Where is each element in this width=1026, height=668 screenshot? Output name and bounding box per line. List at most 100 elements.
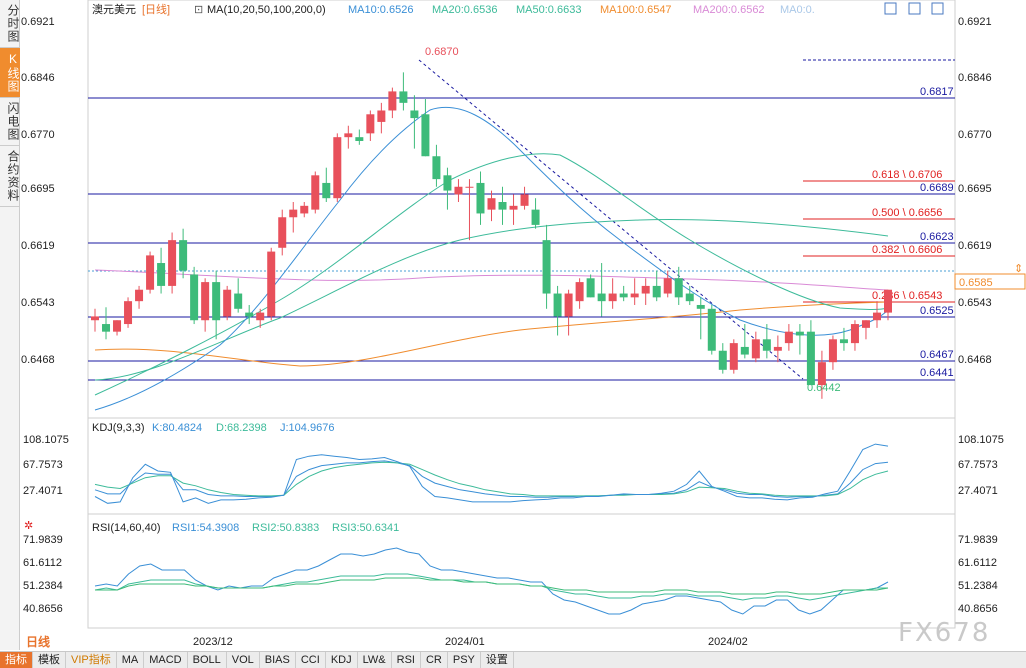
candle-body[interactable] — [674, 278, 683, 298]
candle-body[interactable] — [344, 133, 353, 138]
candle-body[interactable] — [542, 240, 551, 294]
candle-body[interactable] — [520, 194, 529, 206]
candle-body[interactable] — [740, 346, 749, 355]
candle-body[interactable] — [861, 320, 870, 328]
candle-body[interactable] — [410, 110, 419, 119]
tab-boll[interactable]: BOLL — [188, 651, 227, 668]
candle-body[interactable] — [278, 217, 287, 248]
tab-bias[interactable]: BIAS — [260, 651, 296, 668]
candle-body[interactable] — [663, 278, 672, 294]
candle-body[interactable] — [795, 331, 804, 336]
candle-body[interactable] — [267, 251, 276, 317]
tab-rsi[interactable]: RSI — [392, 651, 421, 668]
candle-body[interactable] — [179, 240, 188, 271]
candle-body[interactable] — [509, 205, 518, 210]
candle-body[interactable] — [575, 282, 584, 302]
period-selector[interactable]: 日线 — [26, 635, 51, 649]
candle-body[interactable] — [190, 274, 199, 321]
candle-body[interactable] — [476, 182, 485, 214]
tab-kdj[interactable]: KDJ — [326, 651, 358, 668]
candle-body[interactable] — [586, 278, 595, 298]
candle-body[interactable] — [91, 316, 99, 321]
tab-kline[interactable]: K线图 — [0, 48, 20, 98]
candle-body[interactable] — [465, 186, 474, 188]
candle-body[interactable] — [366, 114, 375, 134]
candle-body[interactable] — [289, 209, 298, 218]
rsi-settings-icon[interactable]: ✲ — [24, 520, 33, 532]
candle-body[interactable] — [696, 304, 705, 309]
tab-flash[interactable]: 闪电图 — [0, 98, 20, 146]
candle-body[interactable] — [311, 175, 320, 210]
tab-vip-indicators[interactable]: VIP指标 — [66, 651, 117, 668]
candle-body[interactable] — [201, 282, 210, 321]
candle-body[interactable] — [377, 110, 386, 122]
candle-body[interactable] — [432, 156, 441, 180]
candle-body[interactable] — [553, 293, 562, 317]
trend-line[interactable] — [418, 59, 804, 380]
candle-body[interactable] — [850, 324, 859, 344]
candle-body[interactable] — [146, 255, 155, 290]
candle-body[interactable] — [399, 91, 408, 103]
candle-body[interactable] — [256, 312, 265, 321]
candle-body[interactable] — [135, 289, 144, 302]
tab-lw[interactable]: LW& — [358, 651, 392, 668]
candle-body[interactable] — [234, 293, 243, 309]
candle-body[interactable] — [322, 182, 331, 199]
candle-body[interactable] — [113, 320, 122, 332]
close-icon[interactable] — [931, 2, 944, 15]
tab-cr[interactable]: CR — [421, 651, 448, 668]
candle-body[interactable] — [872, 312, 881, 321]
tab-timeshare[interactable]: 分时图 — [0, 0, 20, 48]
candle-body[interactable] — [707, 308, 716, 351]
candle-body[interactable] — [762, 339, 771, 351]
tab-indicators[interactable]: 指标 — [0, 651, 33, 668]
tab-template[interactable]: 模板 — [33, 651, 66, 668]
candle-body[interactable] — [388, 91, 397, 111]
candle-body[interactable] — [498, 202, 507, 210]
fullscreen-icon[interactable] — [884, 2, 897, 15]
candle-body[interactable] — [157, 263, 166, 286]
candle-body[interactable] — [223, 289, 232, 317]
candle-body[interactable] — [300, 205, 309, 214]
tab-vol[interactable]: VOL — [227, 651, 260, 668]
candle-body[interactable] — [828, 339, 837, 363]
tab-ma[interactable]: MA — [117, 651, 145, 668]
candle-body[interactable] — [168, 240, 177, 286]
candle-body[interactable] — [729, 343, 738, 370]
candle-body[interactable] — [608, 293, 617, 302]
tab-macd[interactable]: MACD — [144, 651, 188, 668]
candle-body[interactable] — [619, 293, 628, 298]
tab-cci[interactable]: CCI — [296, 651, 326, 668]
candle-body[interactable] — [102, 324, 111, 332]
candle-body[interactable] — [751, 339, 760, 359]
ma-settings-icon[interactable]: ⊡ — [194, 4, 203, 16]
candle-body[interactable] — [641, 285, 650, 294]
candle-body[interactable] — [839, 339, 848, 344]
candle-body[interactable] — [630, 293, 639, 298]
candle-body[interactable] — [652, 285, 661, 298]
candle-body[interactable] — [124, 301, 133, 325]
candle-body[interactable] — [884, 289, 892, 313]
candle-body[interactable] — [718, 350, 727, 370]
candle-body[interactable] — [806, 331, 815, 386]
candle-body[interactable] — [564, 293, 573, 317]
candle-body[interactable] — [333, 137, 342, 199]
tab-psy[interactable]: PSY — [448, 651, 481, 668]
tab-settings[interactable]: 设置 — [481, 651, 514, 668]
candle-body[interactable] — [443, 175, 452, 191]
candle-body[interactable] — [531, 209, 540, 225]
candle-body[interactable] — [355, 137, 364, 141]
candle-body[interactable] — [597, 293, 606, 302]
candle-body[interactable] — [817, 362, 826, 386]
candle-body[interactable] — [421, 114, 430, 157]
tab-contract-info[interactable]: 合约资料 — [0, 146, 20, 207]
chart-area[interactable]: 澳元美元 [日线] ⊡ MA(10,20,50,100,200,0) MA10:… — [20, 0, 1026, 650]
candle-body[interactable] — [685, 293, 694, 302]
candle-body[interactable] — [454, 186, 463, 195]
settings-icon[interactable] — [908, 2, 921, 15]
candle-body[interactable] — [784, 331, 793, 344]
candle-body[interactable] — [212, 282, 221, 321]
candle-body[interactable] — [245, 312, 254, 317]
candle-body[interactable] — [487, 198, 496, 210]
candle-body[interactable] — [773, 346, 782, 351]
